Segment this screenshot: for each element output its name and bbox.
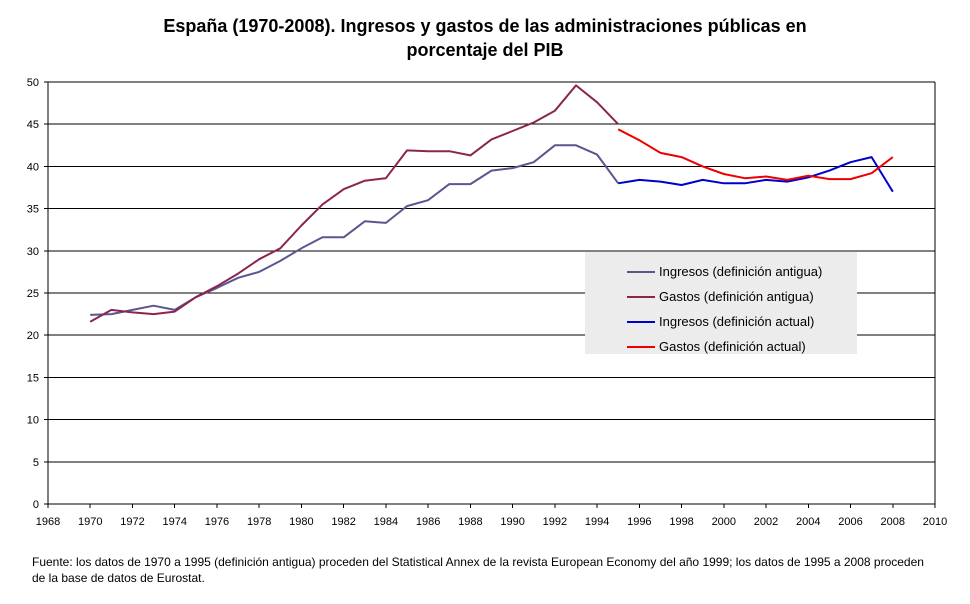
legend: Ingresos (definición antigua) Gastos (de… (585, 252, 857, 354)
series-line-2 (618, 156, 894, 193)
x-tick-label: 1968 (36, 516, 60, 528)
x-tick-label: 2004 (796, 516, 820, 528)
legend-item-gastos-actual: Gastos (definición actual) (585, 335, 857, 359)
legend-swatch (627, 296, 655, 298)
legend-item-gastos-antigua: Gastos (definición antigua) (585, 285, 857, 309)
x-tick-label: 1972 (120, 516, 144, 528)
y-tick-label: 10 (27, 415, 39, 427)
x-tick-label: 1996 (627, 516, 651, 528)
x-tick-label: 1984 (374, 516, 398, 528)
legend-item-ingresos-actual: Ingresos (definición actual) (585, 310, 857, 334)
legend-label: Gastos (definición antigua) (659, 289, 814, 304)
y-tick-label: 25 (27, 288, 39, 300)
source-footnote: Fuente: los datos de 1970 a 1995 (defini… (32, 555, 924, 585)
x-tick-label: 1976 (205, 516, 229, 528)
series-line-1 (89, 84, 619, 323)
x-tick-label: 1988 (458, 516, 482, 528)
series-line-0 (90, 144, 620, 316)
y-tick-label: 20 (27, 330, 39, 342)
x-tick-label: 1974 (162, 516, 186, 528)
x-tick-label: 1978 (247, 516, 271, 528)
legend-label: Gastos (definición actual) (659, 339, 806, 354)
x-tick-label: 1970 (78, 516, 102, 528)
y-tick-label: 0 (33, 499, 39, 511)
axes (44, 81, 936, 508)
legend-swatch (627, 271, 655, 273)
legend-swatch (627, 346, 655, 348)
data-series (89, 84, 894, 323)
x-tick-label: 2000 (712, 516, 736, 528)
legend-item-ingresos-antigua: Ingresos (definición antigua) (585, 260, 857, 284)
y-tick-label: 35 (27, 204, 39, 216)
chart-title-line-1: España (1970-2008). Ingresos y gastos de… (163, 16, 807, 36)
legend-swatch (627, 321, 655, 323)
y-tick-label: 30 (27, 246, 39, 258)
x-tick-label: 2010 (923, 516, 947, 528)
legend-label: Ingresos (definición actual) (659, 314, 815, 329)
y-tick-label: 5 (33, 457, 39, 469)
x-tick-label: 1990 (500, 516, 524, 528)
series-line-3 (617, 128, 894, 181)
tick-labels: 0 5 10 15 20 25 30 35 40 45 50 1968 1970 1972 1974 1976… (27, 77, 947, 528)
x-tick-label: 1998 (669, 516, 693, 528)
x-tick-label: 1994 (585, 516, 609, 528)
chart-title: España (1970-2008). Ingresos y gastos de… (0, 14, 970, 62)
x-tick-label: 1982 (331, 516, 355, 528)
chart-title-line-2: porcentaje del PIB (406, 40, 564, 60)
y-tick-label: 45 (27, 119, 39, 131)
x-tick-label: 2006 (838, 516, 862, 528)
y-tick-label: 15 (27, 372, 39, 384)
x-tick-label: 1980 (289, 516, 313, 528)
x-tick-label: 2002 (754, 516, 778, 528)
y-tick-label: 40 (27, 161, 39, 173)
x-tick-label: 1992 (543, 516, 567, 528)
legend-label: Ingresos (definición antigua) (659, 264, 823, 279)
x-tick-label: 2008 (881, 516, 905, 528)
y-tick-label: 50 (27, 77, 39, 89)
x-tick-label: 1986 (416, 516, 440, 528)
